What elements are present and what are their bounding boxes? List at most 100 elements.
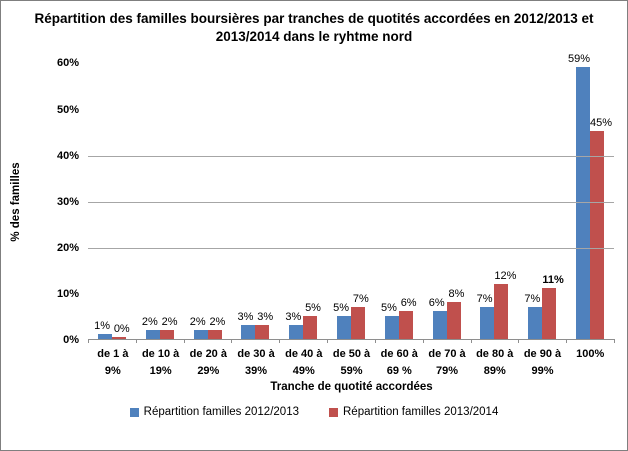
bar-series-1: 1% bbox=[94, 320, 112, 340]
bar-pair: 6% 8% bbox=[429, 288, 464, 340]
bar-pair: 59% 45% bbox=[568, 53, 612, 340]
bar-pair: 3% 5% bbox=[285, 302, 321, 340]
y-tick-label: 60% bbox=[56, 57, 79, 70]
chart-body: % des familles 0% 10% 20% 30% 40% 50% 60% 1% 0%… bbox=[1, 53, 627, 346]
gridline bbox=[88, 201, 614, 203]
x-category-label: de 60 à 69 % bbox=[380, 348, 418, 377]
bar-group: 59% 45% bbox=[566, 53, 614, 340]
x-axis-tick bbox=[614, 339, 615, 344]
bar-group: 5% 7% bbox=[327, 63, 375, 340]
bar-series-1: 2% bbox=[190, 316, 208, 340]
bar-value-label: 3% bbox=[237, 311, 254, 324]
x-category-label: de 50 à 59% bbox=[332, 348, 371, 377]
bar-pair: 3% 3% bbox=[238, 311, 273, 340]
bar-value-label: 7% bbox=[352, 293, 369, 306]
bar-series-1: 2% bbox=[142, 316, 160, 340]
y-axis-title: % des familles bbox=[10, 162, 22, 242]
bar-series-2: 6% bbox=[398, 297, 417, 340]
bar-value-label: 12% bbox=[494, 270, 517, 283]
y-tick-label: 20% bbox=[56, 242, 79, 255]
bar-value-label: 45% bbox=[589, 117, 613, 130]
bar-value-label: 7% bbox=[524, 293, 541, 306]
legend-item: Répartition familles 2012/2013 bbox=[129, 406, 299, 419]
bar-value-label: 3% bbox=[285, 311, 302, 324]
bar-series-2: 3% bbox=[255, 311, 273, 340]
bar-value-label: 11% bbox=[542, 274, 564, 287]
bar-series-2: 12% bbox=[494, 270, 516, 340]
legend-swatch-icon bbox=[329, 407, 338, 417]
bar-value-label: 0% bbox=[113, 323, 130, 336]
bar-value-label: 2% bbox=[209, 316, 226, 329]
bar-series-1: 6% bbox=[429, 297, 447, 340]
legend-label: Répartition familles 2012/2013 bbox=[143, 406, 299, 419]
bar-series-1: 5% bbox=[381, 302, 399, 340]
bar-value-label: 5% bbox=[305, 302, 321, 315]
x-axis-tick bbox=[327, 339, 329, 344]
x-axis-tick bbox=[566, 339, 568, 344]
bar-group: 2% 2% bbox=[136, 63, 184, 340]
x-axis-tick bbox=[231, 339, 233, 344]
x-category-label: de 30 à 39% bbox=[237, 348, 275, 377]
y-tick-label: 40% bbox=[56, 149, 79, 162]
x-axis-tick bbox=[374, 339, 376, 344]
y-tick-label: 50% bbox=[56, 103, 79, 116]
bar-series-2: 11% bbox=[542, 274, 564, 340]
legend-item: Répartition familles 2013/2014 bbox=[329, 406, 498, 418]
x-axis-category-labels: de 1 à 9% de 10 à 19% de 20 à 29% de 30 à 3… bbox=[89, 346, 614, 379]
bar-value-label: 6% bbox=[400, 297, 417, 310]
x-category-label: de 40 à 49% bbox=[285, 348, 323, 377]
bar-value-label: 2% bbox=[141, 316, 158, 329]
x-category-label: de 80 à 89% bbox=[476, 348, 514, 377]
gridline bbox=[88, 155, 614, 157]
x-category-label: de 10 à 19% bbox=[141, 348, 180, 377]
bar-pair: 5% 6% bbox=[381, 297, 417, 340]
x-axis-tick bbox=[422, 339, 424, 344]
bar-value-label: 7% bbox=[476, 293, 493, 306]
y-tick-label: 0% bbox=[63, 334, 79, 347]
y-tick-label: 10% bbox=[56, 288, 79, 301]
plot-area: 1% 0% 2% 2% 2% 2% 3% 3% 3% 5% 5% 7% 5% 6% 6% 8% 7% 12% 7% 1… bbox=[88, 53, 615, 344]
bar-value-label: 59% bbox=[568, 53, 591, 66]
bar-series-2: 7% bbox=[350, 293, 369, 340]
y-tick-label: 30% bbox=[56, 195, 79, 208]
x-axis-tick bbox=[135, 339, 137, 344]
x-category-label: de 70 à 79% bbox=[428, 348, 466, 377]
x-category-label: de 90 à 99% bbox=[523, 348, 562, 377]
legend-swatch-icon bbox=[129, 407, 139, 417]
x-axis-tick bbox=[279, 339, 281, 344]
bar-series-1: 5% bbox=[333, 302, 351, 340]
bar-pair: 2% 2% bbox=[142, 316, 178, 340]
bar-series-1: 59% bbox=[568, 53, 590, 340]
bar-series-2: 8% bbox=[446, 288, 464, 340]
bar-group: 2% 2% bbox=[184, 63, 232, 340]
bar-group: 3% 5% bbox=[279, 63, 327, 340]
bar-group: 6% 8% bbox=[423, 63, 471, 340]
x-axis-tick bbox=[183, 339, 185, 344]
bar-series-2: 2% bbox=[207, 316, 225, 340]
chart-title: Répartition des familles boursières par … bbox=[34, 11, 594, 45]
x-category-label: 100% bbox=[576, 348, 605, 361]
bar-value-label: 3% bbox=[257, 311, 274, 324]
bar-pair: 7% 12% bbox=[476, 270, 516, 340]
x-axis-title: Tranche de quotité accordées bbox=[270, 381, 433, 394]
legend: Répartition familles 2012/2013 Répartitio… bbox=[1, 406, 627, 418]
x-axis-tick bbox=[470, 339, 472, 344]
bar-group: 1% 0% bbox=[88, 63, 136, 340]
bar-series-2: 0% bbox=[111, 323, 130, 340]
x-axis-tick bbox=[518, 339, 520, 344]
bar-series-2: 2% bbox=[159, 316, 178, 340]
bar-groups: 1% 0% 2% 2% 2% 2% 3% 3% 3% 5% 5% 7% 5% 6% 6% 8% 7% 12% 7% 1… bbox=[88, 53, 614, 340]
bar-series-1: 3% bbox=[238, 311, 256, 340]
bar-group: 5% 6% bbox=[375, 63, 423, 340]
bar-value-label: 5% bbox=[380, 302, 397, 315]
bar-value-label: 2% bbox=[161, 316, 178, 329]
bar-series-2: 45% bbox=[590, 117, 612, 340]
legend-label: Répartition familles 2013/2014 bbox=[343, 406, 499, 419]
bar-group: 7% 12% bbox=[471, 63, 519, 340]
x-category-label: de 1 à 9% bbox=[97, 348, 129, 377]
bar-group: 3% 3% bbox=[231, 63, 279, 340]
bar-value-label: 6% bbox=[428, 297, 445, 310]
bar-pair: 1% 0% bbox=[94, 320, 130, 340]
bar-pair: 7% 11% bbox=[524, 274, 564, 340]
